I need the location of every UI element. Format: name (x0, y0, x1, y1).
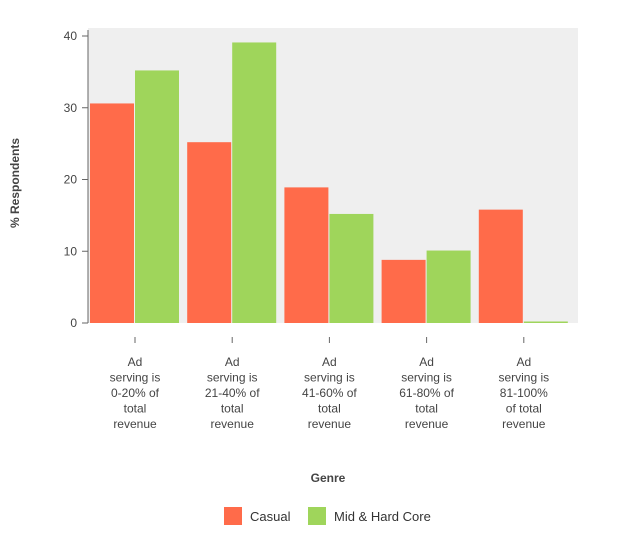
y-axis: 0 10 20 30 40 (64, 29, 89, 330)
x-tick-label-line: serving is (207, 371, 258, 385)
y-tick-label: 10 (64, 244, 78, 258)
y-tick-label: 20 (64, 173, 78, 187)
legend-swatch-mid-hard-core (308, 507, 326, 525)
bar-casual (187, 142, 232, 323)
x-tick-label-line: Ad (225, 355, 240, 369)
x-tick-label-line: Ad (419, 355, 434, 369)
x-axis-title: Genre (311, 471, 346, 485)
bar-casual (90, 103, 134, 323)
y-tick-label: 30 (64, 101, 78, 115)
x-tick-label: Ad serving is 81-100% of total revenue (498, 355, 549, 431)
legend-label: Casual (250, 509, 291, 524)
legend-label: Mid & Hard Core (334, 509, 431, 524)
x-tick-label-line: serving is (401, 371, 452, 385)
x-tick-label-line: total (318, 402, 341, 416)
bar-mid-hard-core (426, 250, 471, 323)
x-tick-label-line: Ad (516, 355, 531, 369)
x-tick-label-line: revenue (405, 417, 449, 431)
x-tick-label-line: revenue (502, 417, 546, 431)
x-tick-label-line: serving is (498, 371, 549, 385)
x-tick-label-line: total (415, 402, 438, 416)
x-tick-label-line: serving is (304, 371, 355, 385)
bar-mid-hard-core (329, 213, 374, 323)
legend-swatch-casual (224, 507, 242, 525)
x-tick-label: Ad serving is 0-20% of total revenue (110, 355, 161, 431)
x-tick-label-line: 0-20% of (111, 386, 160, 400)
x-tick-label-line: of total (506, 402, 542, 416)
x-tick-label-line: 61-80% of (399, 386, 454, 400)
bar-casual (478, 209, 523, 323)
bar-mid-hard-core (135, 70, 179, 323)
x-tick-label-line: 21-40% of (205, 386, 260, 400)
x-tick-label-line: 81-100% (500, 386, 548, 400)
legend: Casual Mid & Hard Core (224, 507, 431, 525)
y-tick-label: 0 (70, 316, 77, 330)
x-tick-label-line: Ad (128, 355, 143, 369)
bar-mid-hard-core (523, 321, 568, 323)
x-tick-label-line: revenue (113, 417, 157, 431)
bar-casual (284, 187, 329, 323)
x-tick-label-line: 41-60% of (302, 386, 357, 400)
x-tick-label-line: serving is (110, 371, 161, 385)
bar-casual (381, 259, 426, 323)
x-tick-label-line: total (221, 402, 244, 416)
y-tick-label: 40 (64, 29, 78, 43)
x-tick-label: Ad serving is 41-60% of total revenue (302, 355, 357, 431)
x-tick-label: Ad serving is 61-80% of total revenue (399, 355, 454, 431)
x-tick-label-line: Ad (322, 355, 337, 369)
x-tick-label-line: revenue (308, 417, 352, 431)
x-tick-label: Ad serving is 21-40% of total revenue (205, 355, 260, 431)
bar-mid-hard-core (232, 42, 277, 324)
y-axis-title: % Respondents (8, 138, 22, 228)
x-tick-label-line: total (124, 402, 147, 416)
bars-group (90, 42, 568, 324)
x-tick-label-line: revenue (211, 417, 255, 431)
